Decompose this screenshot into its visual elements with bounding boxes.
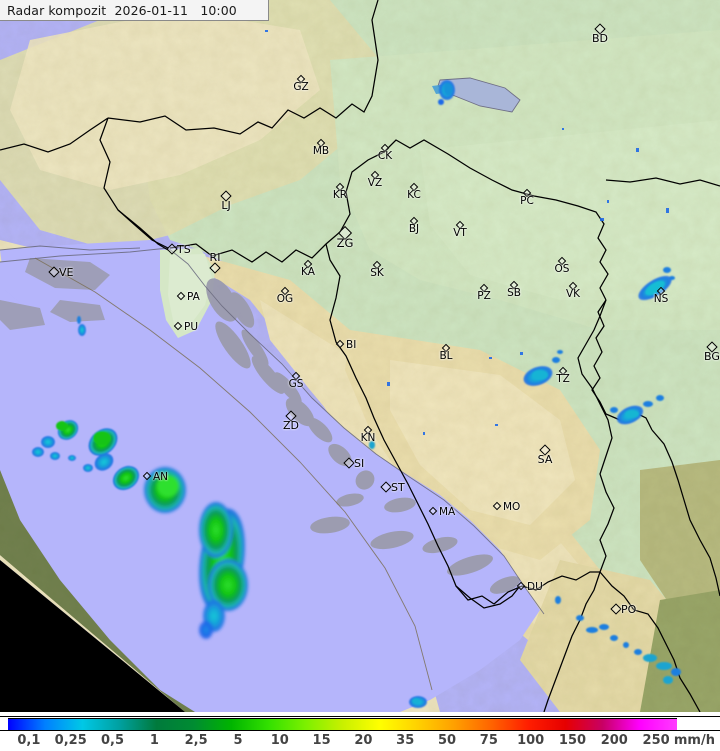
- legend-tick: 0,5: [101, 733, 125, 748]
- page-title: Radar kompozit 2026-01-11 10:00: [7, 2, 237, 18]
- national-borders: [0, 0, 720, 712]
- title-bar: Radar kompozit 2026-01-11 10:00: [0, 0, 269, 21]
- legend-bar: 0,1 0,25 0,5 1 2,5 5 10 15 20 35 50 75 100 150 200 250 …: [0, 712, 720, 751]
- legend-tick: 200: [600, 733, 628, 748]
- radar-map[interactable]: BD GZ MB CK VZ LJ KR KC PC ZG BJ VT TS VE RI KA SK OS PA OG…: [0, 0, 720, 712]
- legend-tick: 15: [312, 733, 331, 748]
- legend-tick: 250: [642, 733, 670, 748]
- legend-top-rule: [0, 716, 720, 717]
- legend-tick: 20: [354, 733, 373, 748]
- legend-tick: 100: [517, 733, 545, 748]
- legend-tick: 0,25: [54, 733, 87, 748]
- legend-tick: 5: [233, 733, 243, 748]
- legend-tick: 50: [437, 733, 457, 748]
- legend-unit-label: mm/h: [673, 733, 715, 748]
- legend-tick: 75: [479, 733, 498, 748]
- legend-tick: 150: [558, 733, 587, 748]
- legend-tick: 1: [149, 733, 159, 748]
- legend-tick: 2,5: [184, 733, 208, 748]
- legend-tick-labels: 0,1 0,25 0,5 1 2,5 5 10 15 20 35 50 75 100 150 200 250: [0, 733, 720, 751]
- map-canvas: [0, 0, 720, 712]
- legend-tick: 35: [396, 733, 415, 748]
- dalmatian-islands: [206, 278, 521, 594]
- legend-bottom-rule: [0, 730, 720, 731]
- legend-tick: 10: [270, 733, 289, 748]
- legend-tick: 0,1: [17, 733, 41, 748]
